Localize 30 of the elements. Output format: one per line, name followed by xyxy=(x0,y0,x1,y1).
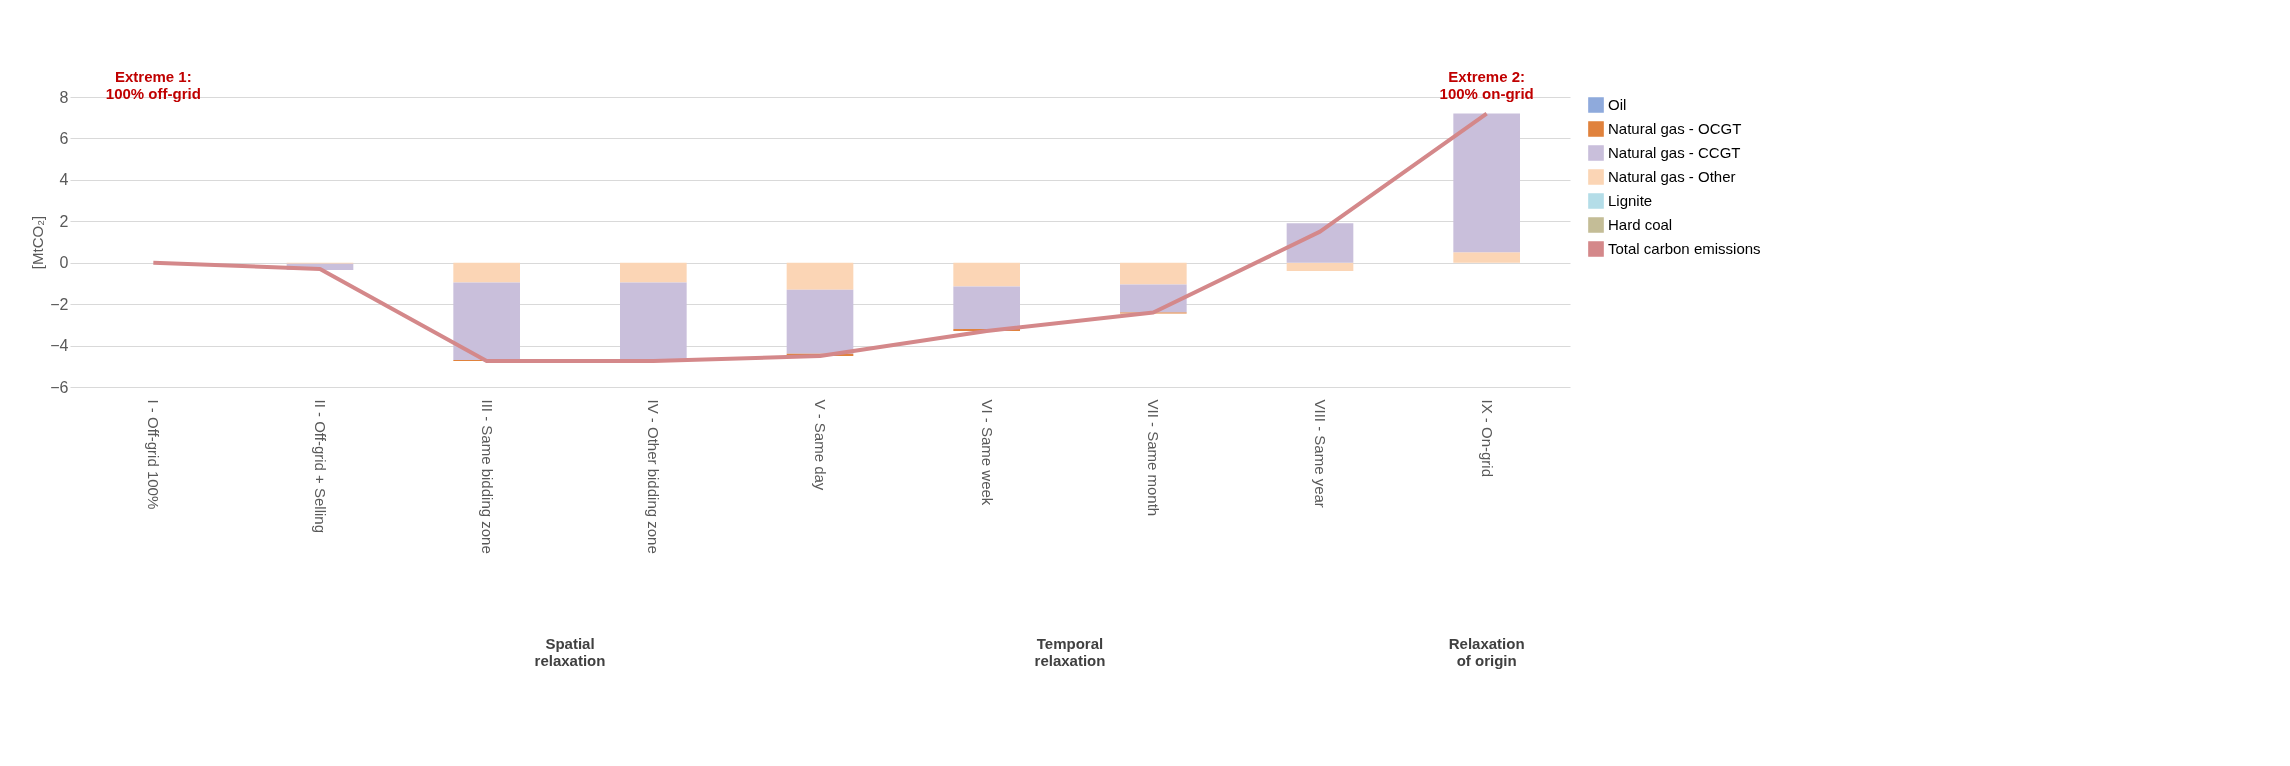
y-tick-label: 2 xyxy=(59,212,69,230)
text: Relaxation of origin xyxy=(1448,635,1525,669)
annotation: Extreme 1: 100% off-grid xyxy=(105,68,201,102)
x-tick-label: II - Off-grid + Selling xyxy=(312,399,329,534)
legend-label: Natural gas - OCGT xyxy=(1608,120,1742,137)
x-tick-label: I - Off-grid 100% xyxy=(145,399,163,510)
y-tick-label: −4 xyxy=(50,337,69,355)
y-tick-label: −2 xyxy=(50,295,69,313)
x-tick-label: III - Same bidding zone xyxy=(478,399,496,554)
text: Spatial relaxation xyxy=(534,635,606,669)
x-tick-label: V - Same day xyxy=(812,399,829,491)
x-tick-label: IV - Other bidding zone xyxy=(645,399,663,554)
legend-label: Total carbon emissions xyxy=(1608,240,1761,257)
x-tick-label: VI - Same week xyxy=(978,399,996,506)
text: Temporal relaxation xyxy=(1034,635,1106,669)
x-tick-label: VIII - Same year xyxy=(1312,399,1329,508)
annotation: Extreme 2: 100% on-grid xyxy=(1439,68,1534,102)
x-tick-label: IX - On-grid xyxy=(1478,399,1496,478)
y-tick-label: −6 xyxy=(50,378,69,396)
y-tick-label: 8 xyxy=(59,88,69,106)
legend-label: Oil xyxy=(1608,96,1627,113)
legend-label: Natural gas - CCGT xyxy=(1608,144,1741,161)
legend-label: Lignite xyxy=(1608,192,1653,209)
y-tick-label: 6 xyxy=(59,129,69,147)
x-tick-label: VII - Same month xyxy=(1145,399,1163,517)
y-axis-title: [MtCO₂] xyxy=(29,215,47,270)
y-tick-label: 4 xyxy=(59,171,69,189)
y-tick-label: 0 xyxy=(59,254,69,272)
legend-label: Natural gas - Other xyxy=(1608,168,1736,185)
legend-label: Hard coal xyxy=(1608,216,1673,233)
